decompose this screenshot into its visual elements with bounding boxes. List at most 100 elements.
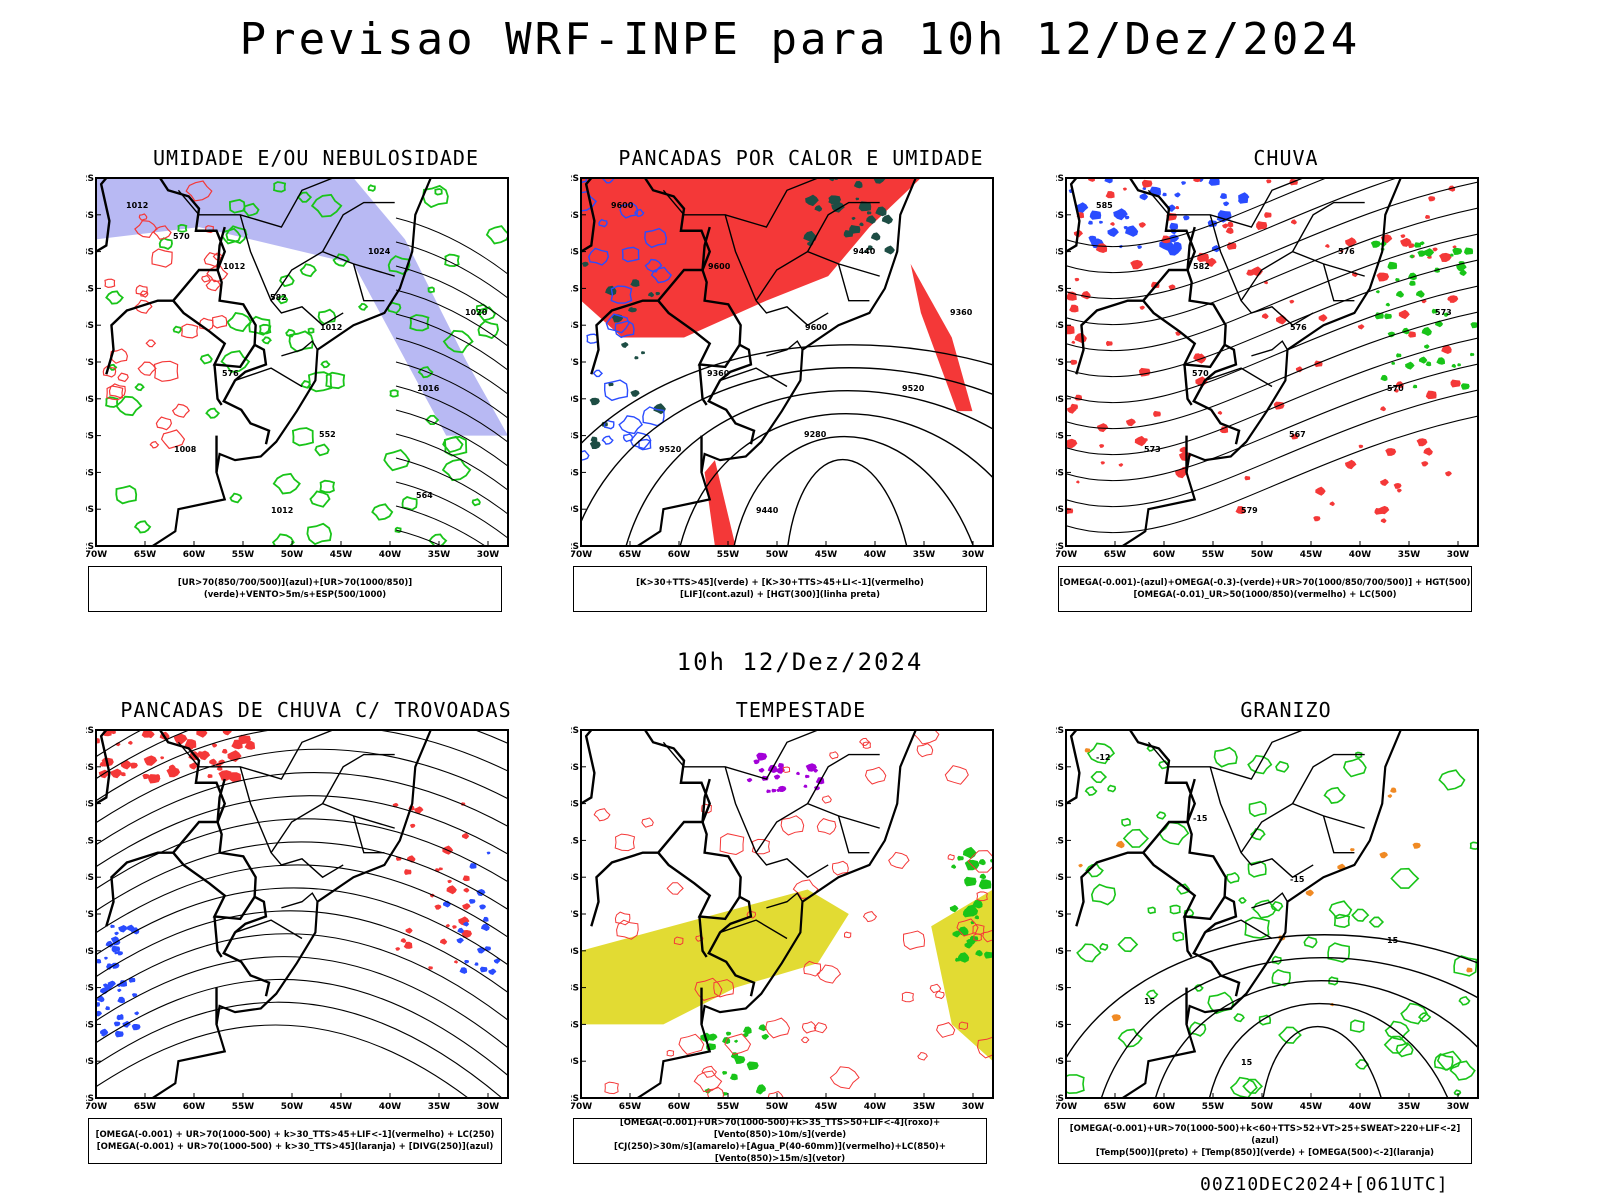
divergence-area-blue [117, 996, 125, 1004]
rain-area-red [1130, 259, 1144, 270]
lon-tick-label: 45W [1300, 1102, 1323, 1112]
lat-tick-label: 27S [571, 358, 579, 368]
humidity-contour-green [279, 274, 295, 288]
wind-area-green [964, 876, 977, 887]
thunderstorm-area-red [173, 733, 188, 745]
rain-area-red [1134, 435, 1147, 447]
lat-tick-label: 18S [86, 248, 94, 258]
temp-850-contour-green [1351, 908, 1370, 922]
lat-tick-label: 30S [571, 947, 579, 957]
state-border [724, 766, 829, 879]
wind-area-green [955, 957, 960, 962]
humidity-contour-green [242, 202, 260, 217]
lon-tick-label: 35W [428, 550, 451, 560]
contour-value-label: 1012 [223, 262, 245, 271]
map-layer: 585 582 576 570 573 579 576 573 570 567 12S 15S 18S 2… [1056, 174, 1479, 560]
temp-850-contour-green [1343, 757, 1367, 778]
thickness-contour-red [201, 274, 211, 283]
rain-area-green [1424, 344, 1430, 349]
lat-tick-label: 24S [1056, 873, 1064, 883]
precipitable-water-contour-red [947, 853, 955, 861]
lon-tick-label: 70W [571, 550, 592, 560]
precipitable-water-contour-red [719, 833, 745, 856]
humidity-contour-green [199, 353, 213, 365]
lon-tick-label: 55W [1202, 1102, 1225, 1112]
divergence-area-blue [134, 1011, 140, 1016]
map-pancadas-calor: 9600 9600 9600 9520 9520 9440 9440 9360 9360 9280… [571, 174, 994, 560]
coastline [1121, 730, 1403, 1098]
state-border [234, 367, 303, 388]
lat-tick-label: 12S [1056, 726, 1064, 736]
lon-tick-label: 35W [913, 1102, 936, 1112]
rain-area-red [1318, 314, 1328, 322]
k-index-area-teal [630, 307, 637, 313]
thunderstorm-area-red [238, 734, 251, 745]
lat-tick-label: 33S [571, 984, 579, 994]
precipitable-water-contour-red [958, 1021, 969, 1031]
temp-850-contour-green [1226, 871, 1240, 884]
lat-tick-label: 12S [571, 726, 579, 736]
divergence-area-blue [482, 916, 489, 922]
map-umidade: 1012 1012 1012 1016 1008 1012 1024 1020 576 552 56… [86, 174, 509, 560]
lat-tick-label: 42S [86, 1094, 94, 1104]
omega-area-blue [1104, 178, 1113, 184]
rain-area-red [1153, 410, 1161, 417]
temp-850-contour-green [1099, 942, 1109, 951]
precipitable-water-contour-red [862, 911, 878, 923]
humidity-contour-green [383, 448, 411, 472]
temp-850-contour-green [1156, 811, 1167, 820]
rain-area-red [1076, 480, 1080, 484]
temp-850-contour-green [1066, 1074, 1085, 1095]
panel-title: TEMPESTADE [735, 698, 867, 722]
precipitable-water-contour-red [821, 795, 832, 804]
lat-tick-label: 24S [86, 873, 94, 883]
precipitable-water-contour-red [831, 860, 849, 876]
lifted-index-contour-blue [642, 406, 665, 427]
instability-area-red [704, 460, 736, 546]
storm-area-purple [795, 771, 800, 776]
wind-area-green [974, 915, 979, 920]
lon-tick-label: 45W [330, 550, 353, 560]
omega-area-orange [1305, 889, 1314, 897]
lifted-index-contour-blue [586, 333, 599, 344]
precipitable-water-contour-red [800, 1036, 810, 1044]
precipitable-water-contour-red [604, 1081, 619, 1095]
thunderstorm-area-red [404, 869, 412, 875]
lon-tick-label: 40W [864, 1102, 887, 1112]
contour-value-label: 576 [1290, 323, 1307, 332]
wind-area-green [707, 1033, 718, 1041]
lon-tick-label: 65W [619, 550, 642, 560]
divergence-area-blue [456, 937, 464, 944]
rain-area-red [1450, 379, 1461, 388]
omega-area-blue [1099, 220, 1103, 224]
rain-area-red [1423, 447, 1433, 456]
wind-area-green [957, 855, 964, 861]
humidity-contour-green [317, 308, 337, 325]
rain-area-red [1074, 277, 1080, 282]
country-border [701, 226, 756, 445]
country-border [172, 268, 218, 302]
humidity-contour-green [307, 371, 333, 393]
lifted-index-contour-blue [598, 218, 608, 228]
wind-area-green [952, 930, 961, 938]
contour-value-label: -15 [1193, 814, 1208, 823]
map-frame [95, 729, 509, 1099]
country-border [172, 299, 256, 369]
contour-value-label: 9520 [659, 445, 682, 454]
legend-line: [UR>70(850/700/500)](azul)+[UR>70(1000/8… [177, 578, 413, 600]
thunderstorm-area-red [128, 740, 133, 745]
streamline-250hpa [96, 978, 508, 1077]
state-border [234, 919, 303, 940]
temp-850-contour-green [1076, 943, 1102, 963]
thunderstorm-area-red [143, 755, 158, 766]
storm-area-purple [771, 788, 777, 793]
legend-line: [OMEGA(-0.001)+UR>70(1000-500)+k>35_TTS>… [619, 1118, 941, 1140]
geopotential-contour [1066, 415, 1478, 534]
contour-value-label: 582 [270, 293, 287, 302]
lat-tick-label: 21S [86, 836, 94, 846]
country-border [698, 916, 708, 958]
state-border [1291, 753, 1365, 804]
contour-value-label: 9600 [805, 323, 828, 332]
thickness-contour-red [149, 441, 160, 449]
rain-area-red [1122, 187, 1127, 191]
